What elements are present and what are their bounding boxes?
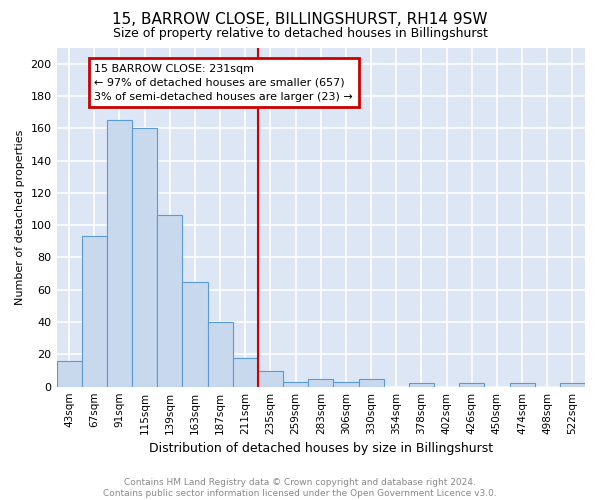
Bar bbox=[208, 322, 233, 386]
Bar bbox=[233, 358, 258, 386]
Text: Contains HM Land Registry data © Crown copyright and database right 2024.
Contai: Contains HM Land Registry data © Crown c… bbox=[103, 478, 497, 498]
X-axis label: Distribution of detached houses by size in Billingshurst: Distribution of detached houses by size … bbox=[149, 442, 493, 455]
Bar bbox=[107, 120, 132, 386]
Bar bbox=[157, 216, 182, 386]
Bar bbox=[359, 378, 383, 386]
Bar bbox=[459, 384, 484, 386]
Bar bbox=[509, 384, 535, 386]
Text: Size of property relative to detached houses in Billingshurst: Size of property relative to detached ho… bbox=[113, 28, 487, 40]
Bar bbox=[132, 128, 157, 386]
Bar bbox=[560, 384, 585, 386]
Bar bbox=[308, 378, 334, 386]
Bar bbox=[334, 382, 359, 386]
Bar bbox=[82, 236, 107, 386]
Text: 15, BARROW CLOSE, BILLINGSHURST, RH14 9SW: 15, BARROW CLOSE, BILLINGSHURST, RH14 9S… bbox=[112, 12, 488, 28]
Bar bbox=[56, 361, 82, 386]
Bar bbox=[409, 384, 434, 386]
Bar bbox=[258, 370, 283, 386]
Text: 15 BARROW CLOSE: 231sqm
← 97% of detached houses are smaller (657)
3% of semi-de: 15 BARROW CLOSE: 231sqm ← 97% of detache… bbox=[94, 64, 353, 102]
Bar bbox=[283, 382, 308, 386]
Bar bbox=[182, 282, 208, 387]
Y-axis label: Number of detached properties: Number of detached properties bbox=[15, 130, 25, 305]
